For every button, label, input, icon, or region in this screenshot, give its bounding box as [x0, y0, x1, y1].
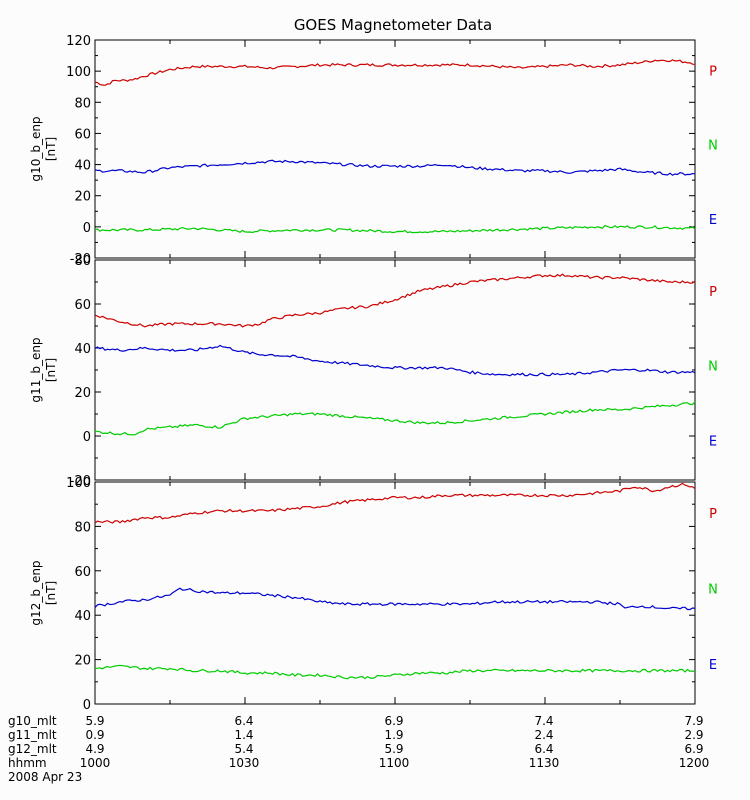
y-axis-label: g10_b_enp — [29, 116, 43, 181]
legend-label-N: N — [708, 360, 718, 375]
legend-label-E: E — [709, 658, 717, 673]
y-axis-label: g12_b_enp — [29, 560, 43, 625]
mlt-row-g12: g12_mlt 4.9 5.4 5.9 6.4 6.9 — [8, 742, 728, 756]
row-value: 5.4 — [234, 742, 254, 756]
row-value: 5.9 — [384, 742, 404, 756]
row-value: 1030 — [228, 756, 260, 770]
y-axis-unit: [nT] — [44, 581, 58, 605]
y-tick-label: 60 — [74, 127, 91, 142]
y-tick-label: 0 — [83, 698, 91, 713]
legend-label-E: E — [709, 434, 717, 449]
row-value: 5.9 — [85, 714, 105, 728]
row-label: g11_mlt — [8, 728, 57, 742]
y-tick-label: 40 — [74, 342, 91, 357]
row-label: hhmm — [8, 756, 47, 770]
row-label: g10_mlt — [8, 714, 57, 728]
series-line-E — [94, 344, 696, 377]
y-tick-label: 20 — [74, 654, 91, 669]
series-line-N — [95, 401, 696, 436]
mlt-table: g10_mlt 5.9 6.4 6.9 7.4 7.9 g11_mlt 0.9 … — [8, 714, 728, 800]
row-value: 0.9 — [85, 728, 105, 742]
legend-label-E: E — [709, 213, 717, 228]
row-value: 6.4 — [234, 714, 254, 728]
row-value: 7.4 — [534, 714, 554, 728]
row-value: 1200 — [678, 756, 710, 770]
row-value: 4.9 — [85, 742, 105, 756]
y-tick-label: 20 — [74, 386, 91, 401]
y-axis-unit: [nT] — [44, 358, 58, 382]
legend-label-P: P — [709, 285, 717, 300]
y-tick-label: 40 — [74, 159, 91, 174]
panel-2: -20 0 20 40 60 80 g11_b_enp [nT] P N E — [29, 254, 718, 489]
row-value: 6.4 — [534, 742, 554, 756]
series-line-N — [94, 224, 696, 234]
hhmm-row: hhmm 1000 1030 1100 1130 1200 — [8, 756, 728, 770]
legend-label-N: N — [708, 139, 718, 154]
y-tick-label: 0 — [83, 430, 91, 445]
series-line-E — [94, 587, 696, 611]
panel-3: 0 20 40 60 80 100 g12_b_enp [nT] P N E — [29, 476, 718, 713]
series-line-P — [94, 482, 696, 524]
y-tick-label: 100 — [66, 476, 91, 491]
y-tick-label: 120 — [66, 34, 91, 49]
row-value: 2.4 — [534, 728, 554, 742]
y-tick-label: 0 — [83, 221, 91, 236]
date-label: 2008 Apr 23 — [8, 770, 83, 784]
row-value: 1.9 — [384, 728, 404, 742]
y-tick-label: 40 — [74, 609, 91, 624]
series-line-P — [94, 273, 696, 328]
chart-title: GOES Magnetometer Data — [294, 16, 492, 34]
row-value: 6.9 — [684, 742, 704, 756]
mlt-row-g10: g10_mlt 5.9 6.4 6.9 7.4 7.9 — [8, 714, 728, 728]
panel-1: -20 0 20 40 60 80 100 120 g10_b_enp [nT] P N E — [29, 34, 718, 267]
y-axis-unit: [nT] — [44, 137, 58, 161]
y-tick-label: 100 — [66, 65, 91, 80]
series-line-E — [94, 159, 696, 176]
y-tick-label: -20 — [70, 252, 91, 267]
row-label: g12_mlt — [8, 742, 57, 756]
legend-label-P: P — [709, 65, 717, 80]
series-line-P — [94, 59, 696, 86]
series-line-N — [95, 664, 696, 680]
row-value: 1.4 — [234, 728, 254, 742]
row-value: 1100 — [378, 756, 410, 770]
y-tick-label: 80 — [74, 96, 91, 111]
y-tick-label: 60 — [74, 565, 91, 580]
legend-label-N: N — [708, 583, 718, 598]
row-value: 7.9 — [684, 714, 704, 728]
row-value: 2.9 — [684, 728, 704, 742]
y-tick-label: 80 — [74, 254, 91, 269]
row-value: 1000 — [79, 756, 111, 770]
y-tick-label: 20 — [74, 190, 91, 205]
y-tick-label: 60 — [74, 298, 91, 313]
row-value: 1130 — [528, 756, 560, 770]
y-tick-label: 80 — [74, 520, 91, 535]
y-tick-label: -20 — [70, 474, 91, 489]
legend-label-P: P — [709, 507, 717, 522]
plot-frame — [94, 259, 696, 481]
row-value: 6.9 — [384, 714, 404, 728]
mlt-row-g11: g11_mlt 0.9 1.4 1.9 2.4 2.9 — [8, 728, 728, 742]
y-axis-label: g11_b_enp — [29, 337, 43, 402]
